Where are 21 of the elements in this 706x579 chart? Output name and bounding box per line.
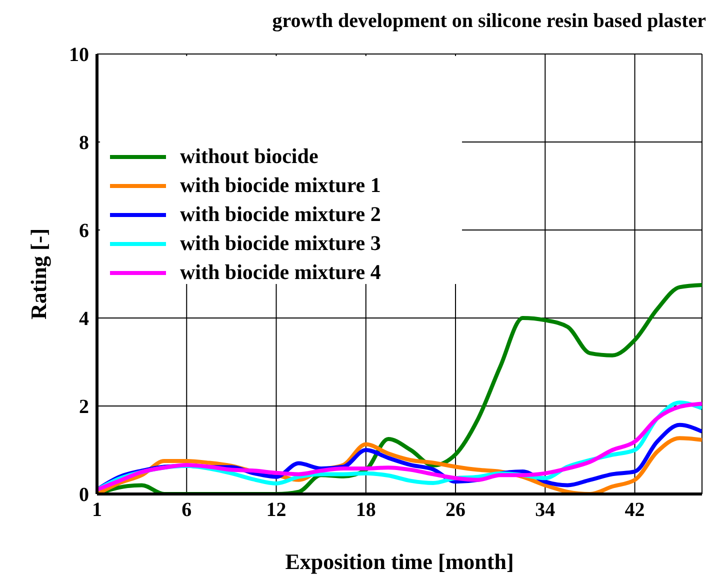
x-tick-label: 1: [92, 499, 102, 522]
y-tick-label: 2: [79, 396, 89, 418]
x-tick-label: 18: [356, 499, 376, 522]
x-tick-label: 6: [182, 499, 192, 522]
y-tick-label: 8: [79, 132, 89, 154]
x-tick-label: 34: [535, 499, 556, 522]
y-axis-title: Rating [-]: [26, 228, 51, 320]
x-tick-label: 26: [446, 499, 466, 522]
legend-label: with biocide mixture 2: [180, 202, 381, 227]
x-axis-title: Exposition time [month]: [285, 549, 514, 574]
y-tick-label: 6: [79, 220, 89, 242]
chart-title: growth development on silicone resin based plaster: [271, 10, 706, 33]
y-tick-label: 0: [79, 484, 89, 506]
x-tick-label: 42: [624, 499, 645, 522]
legend-label: with biocide mixture 4: [180, 260, 381, 285]
legend-label: without biocide: [180, 144, 318, 169]
y-tick-label: 10: [69, 44, 89, 66]
x-tick-label: 12: [266, 499, 286, 522]
y-tick-label: 4: [79, 308, 89, 330]
legend-label: with biocide mixture 1: [180, 173, 381, 198]
legend-label: with biocide mixture 3: [180, 231, 381, 256]
